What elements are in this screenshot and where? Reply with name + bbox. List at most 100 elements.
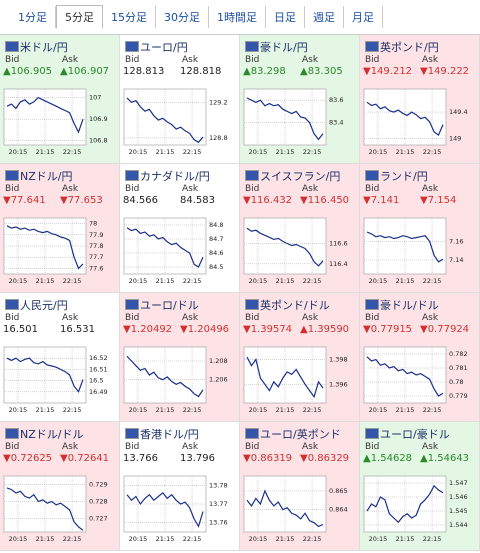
ask-label: Ask [422, 55, 439, 65]
price-line [126, 227, 204, 268]
ask-label: Ask [302, 55, 319, 65]
flag-icon [5, 170, 19, 181]
quote-panel[interactable]: 米ドル/円 Bid Ask ▲106.905 ▲106.907 107 106.9 106.8… [0, 35, 120, 164]
tab[interactable]: 5分足 [56, 5, 103, 29]
flag-icon [245, 428, 259, 439]
tab[interactable]: 1分足 [10, 6, 56, 28]
pair-title: 英ポンド/ドル [260, 299, 330, 312]
quote-panel[interactable]: ユーロ/英ポンド Bid Ask ▼0.86319 ▼0.86329 0.865 0.864… [240, 422, 360, 551]
x-tick-label: 22:15 [63, 148, 82, 156]
y-tick-label: 106.9 [89, 115, 108, 123]
y-tick-label: 16.49 [89, 388, 108, 396]
quote-panel[interactable]: NZドル/ドル Bid Ask ▼0.72625 ▼0.72641 0.729 0.728 0… [0, 422, 120, 551]
price-line [126, 97, 204, 144]
x-tick-label: 21:15 [36, 148, 55, 156]
y-tick-label: 84.6 [209, 249, 223, 257]
price-line [246, 227, 324, 267]
y-tick-label: 0.864 [329, 506, 348, 514]
quote-panel[interactable]: 豪ドル/円 Bid Ask ▲83.298 ▲83.305 83.6 83.4 20:15 21… [240, 35, 360, 164]
x-tick-label: 20:15 [249, 277, 268, 285]
bid-label: Bid [5, 184, 20, 194]
y-tick-label: 77.9 [89, 231, 103, 239]
tab[interactable]: 1時間足 [209, 6, 266, 28]
ask-label: Ask [182, 55, 199, 65]
tab[interactable]: 週足 [305, 6, 344, 28]
tab[interactable]: 15分足 [103, 6, 156, 28]
y-tick-label: 149.4 [449, 108, 468, 116]
y-tick-label: 1.547 [449, 479, 468, 487]
pair-title: 人民元/円 [20, 299, 68, 312]
bid-label: Bid [245, 184, 260, 194]
quote-panel[interactable]: 英ポンド/円 Bid Ask ▼149.212 ▼149.222 149.4 149 20:1… [360, 35, 480, 164]
quote-panel[interactable]: ユーロ/円 Bid Ask 128.813 128.818 129.2 128.8 20:15… [120, 35, 240, 164]
quote-panel[interactable]: ユーロ/ドル Bid Ask ▼1.20492 ▼1.20496 1.208 1.206 20… [120, 293, 240, 422]
pair-title: 豪ドル/円 [260, 41, 308, 54]
quote-panel[interactable]: ランド/円 Bid Ask ▼7.141 ▼7.154 7.16 7.14 20:15 21:1… [360, 164, 480, 293]
pair-title: ユーロ/英ポンド [260, 428, 341, 441]
ask-value: ▼0.72641 [60, 453, 110, 464]
quote-panel[interactable]: カナダドル/円 Bid Ask 84.566 84.583 84.8 84.7 84.6 84.… [120, 164, 240, 293]
x-tick-label: 22:15 [63, 277, 82, 285]
tab[interactable]: 日足 [266, 6, 305, 28]
y-tick-label: 83.6 [329, 96, 343, 104]
quote-panel[interactable]: スイスフラン/円 Bid Ask ▼116.432 ▼116.450 116.6 116.4… [240, 164, 360, 293]
bid-value: 128.813 [123, 66, 165, 77]
quote-panel[interactable]: ユーロ/豪ドル Bid Ask ▲1.54628 ▲1.54643 1.547 1.546 1… [360, 422, 480, 551]
x-tick-label: 22:15 [183, 148, 202, 156]
ask-label: Ask [62, 55, 79, 65]
pair-title: 英ポンド/円 [380, 41, 439, 54]
x-tick-label: 21:15 [396, 148, 415, 156]
bid-label: Bid [245, 313, 260, 323]
y-tick-label: 84.5 [209, 263, 223, 271]
price-line [246, 97, 324, 141]
y-tick-label: 0.782 [449, 350, 468, 358]
y-tick-label: 0.729 [89, 480, 108, 488]
mini-chart: 149.4 149 20:15 21:15 22:15 [363, 88, 468, 156]
bid-label: Bid [125, 184, 140, 194]
y-tick-label: 83.4 [329, 119, 343, 127]
quote-panel[interactable]: 人民元/円 Bid Ask 16.501 16.531 16.52 16.51 16.5 16.… [0, 293, 120, 422]
tab[interactable]: 月足 [344, 6, 383, 28]
bid-value: ▲106.905 [3, 66, 53, 77]
mini-chart: 0.729 0.728 0.727 20:15 21:15 22:15 [3, 475, 108, 543]
x-tick-label: 21:15 [276, 148, 295, 156]
x-tick-label: 22:15 [183, 277, 202, 285]
tab[interactable]: 30分足 [156, 6, 209, 28]
x-tick-label: 21:15 [276, 535, 295, 543]
y-tick-label: 0.781 [449, 364, 468, 372]
y-tick-label: 77.6 [89, 264, 103, 272]
bid-value: ▼0.86319 [243, 453, 293, 464]
ask-value: ▲1.39590 [300, 324, 350, 335]
ask-value: 84.583 [180, 195, 215, 206]
mini-chart: 116.6 116.4 20:15 21:15 22:15 [243, 217, 348, 285]
x-tick-label: 20:15 [129, 406, 148, 414]
x-tick-label: 20:15 [9, 535, 28, 543]
price-line [126, 491, 204, 528]
mini-chart: 0.865 0.864 20:15 21:15 22:15 [243, 475, 348, 543]
mini-chart: 129.2 128.8 20:15 21:15 22:15 [123, 88, 228, 156]
flag-icon [125, 41, 139, 52]
quote-panel[interactable]: NZドル/円 Bid Ask ▼77.641 ▼77.653 78 77.9 77.8 77.7… [0, 164, 120, 293]
flag-icon [125, 170, 139, 181]
price-line [6, 225, 84, 270]
x-tick-label: 22:15 [183, 406, 202, 414]
y-tick-label: 107 [89, 94, 101, 102]
x-tick-label: 21:15 [156, 277, 175, 285]
quote-panel[interactable]: 香港ドル/円 Bid Ask 13.766 13.796 13.78 13.77 13.76 2… [120, 422, 240, 551]
x-tick-label: 20:15 [129, 535, 148, 543]
quote-panel[interactable]: 豪ドル/ドル Bid Ask ▼0.77915 ▼0.77924 0.782 0.781 0.… [360, 293, 480, 422]
x-tick-label: 21:15 [156, 148, 175, 156]
quote-panel[interactable]: 英ポンド/ドル Bid Ask ▼1.39574 ▲1.39590 1.398 1.396 2… [240, 293, 360, 422]
y-tick-label: 1.398 [329, 355, 348, 363]
ask-label: Ask [62, 184, 79, 194]
x-tick-label: 22:15 [423, 148, 442, 156]
ask-label: Ask [182, 313, 199, 323]
bid-value: ▼1.39574 [243, 324, 293, 335]
y-tick-label: 106.8 [89, 137, 108, 145]
x-tick-label: 21:15 [276, 406, 295, 414]
y-tick-label: 1.544 [449, 521, 468, 529]
y-tick-label: 129.2 [209, 98, 228, 106]
ask-value: ▼116.450 [300, 195, 350, 206]
y-tick-label: 13.77 [209, 500, 228, 508]
